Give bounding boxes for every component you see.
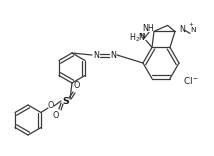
Text: +: +	[189, 22, 193, 27]
Text: O: O	[48, 102, 54, 110]
Text: O: O	[74, 81, 80, 90]
Text: S: S	[63, 97, 69, 105]
Text: N: N	[110, 51, 116, 59]
Text: N: N	[93, 51, 99, 59]
Text: NH: NH	[142, 24, 154, 33]
Text: O: O	[53, 112, 59, 120]
Text: H$_2$N: H$_2$N	[129, 31, 147, 44]
Text: N: N	[190, 27, 196, 33]
Text: N: N	[139, 33, 145, 39]
Text: N: N	[179, 25, 185, 34]
Text: Cl$^-$: Cl$^-$	[183, 75, 199, 85]
